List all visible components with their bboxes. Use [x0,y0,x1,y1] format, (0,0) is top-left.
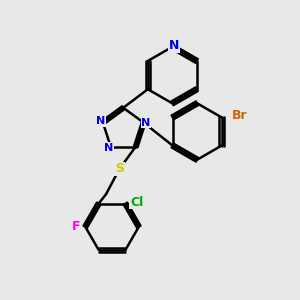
Text: Cl: Cl [130,196,143,208]
Text: F: F [72,220,81,233]
Text: Br: Br [232,110,248,122]
Text: S: S [115,162,124,175]
Text: N: N [169,39,179,52]
Text: N: N [141,118,150,128]
Text: N: N [104,143,113,153]
Text: N: N [96,116,105,126]
